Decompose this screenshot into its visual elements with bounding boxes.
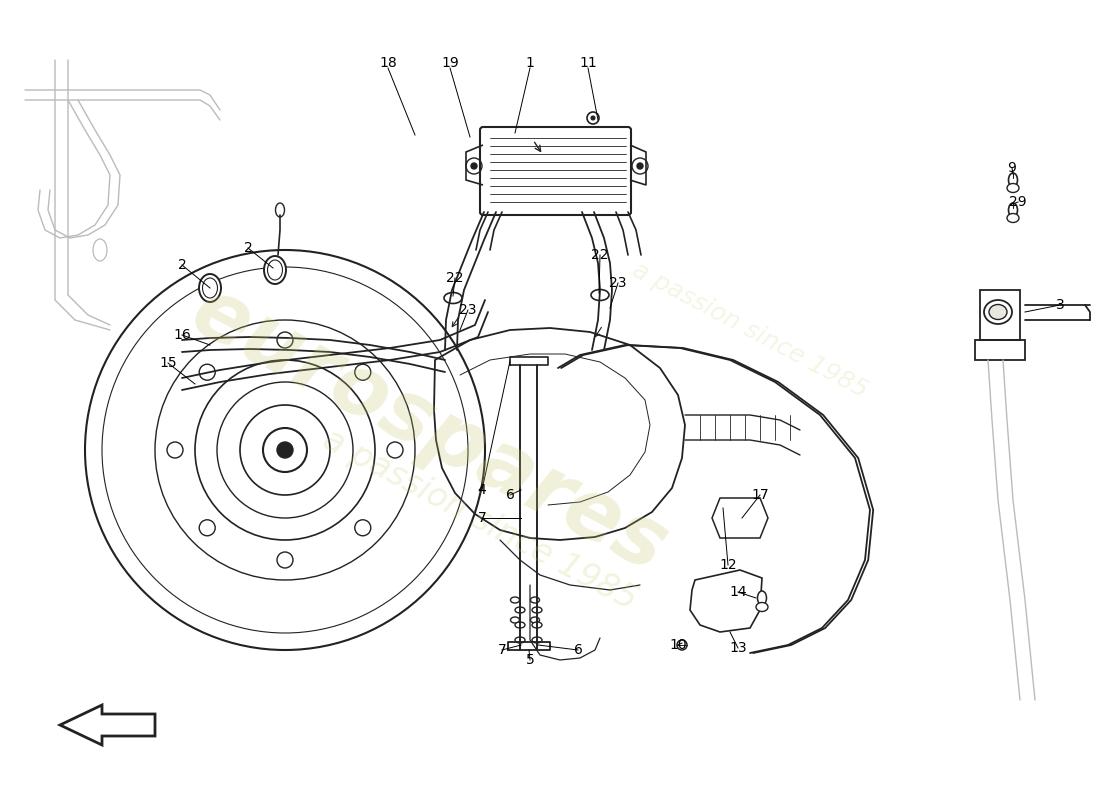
Ellipse shape (984, 300, 1012, 324)
Text: 9: 9 (1008, 161, 1016, 175)
Text: 15: 15 (160, 356, 177, 370)
Text: 18: 18 (379, 56, 397, 70)
Text: 2: 2 (243, 241, 252, 255)
Text: 22: 22 (447, 271, 464, 285)
Text: 19: 19 (441, 56, 459, 70)
Text: 10: 10 (669, 638, 686, 652)
Ellipse shape (1006, 214, 1019, 222)
Ellipse shape (275, 203, 285, 217)
Ellipse shape (532, 637, 542, 643)
Text: 23: 23 (460, 303, 476, 317)
Text: 7: 7 (477, 511, 486, 525)
Ellipse shape (532, 607, 542, 613)
Text: 23: 23 (609, 276, 627, 290)
Circle shape (587, 112, 600, 124)
Ellipse shape (532, 622, 542, 628)
Text: 12: 12 (719, 558, 737, 572)
Text: 11: 11 (579, 56, 597, 70)
Text: 7: 7 (497, 643, 506, 657)
Text: eurospares: eurospares (178, 270, 682, 590)
Ellipse shape (515, 622, 525, 628)
Ellipse shape (515, 607, 525, 613)
Ellipse shape (94, 239, 107, 261)
Text: 16: 16 (173, 328, 191, 342)
Text: 6: 6 (573, 643, 582, 657)
Text: 3: 3 (1056, 298, 1065, 312)
Text: a passion since 1985: a passion since 1985 (628, 258, 872, 402)
Ellipse shape (510, 617, 519, 623)
Ellipse shape (1006, 183, 1019, 193)
Ellipse shape (989, 305, 1006, 319)
Text: 22: 22 (592, 248, 608, 262)
Circle shape (637, 163, 644, 169)
Circle shape (277, 442, 293, 458)
Circle shape (591, 116, 595, 120)
Ellipse shape (591, 290, 609, 301)
Text: 1: 1 (526, 56, 535, 70)
Ellipse shape (510, 597, 519, 603)
Ellipse shape (756, 602, 768, 611)
Text: 13: 13 (729, 641, 747, 655)
Ellipse shape (199, 274, 221, 302)
Ellipse shape (444, 293, 462, 303)
Text: a passion since 1985: a passion since 1985 (317, 423, 642, 617)
Ellipse shape (1009, 203, 1018, 217)
Ellipse shape (758, 591, 767, 605)
Text: 5: 5 (526, 653, 535, 667)
Ellipse shape (1009, 173, 1018, 187)
Ellipse shape (530, 617, 539, 623)
Text: 14: 14 (729, 585, 747, 599)
Ellipse shape (515, 637, 525, 643)
Ellipse shape (676, 640, 688, 650)
Ellipse shape (530, 597, 539, 603)
Text: 2: 2 (177, 258, 186, 272)
Circle shape (471, 163, 477, 169)
Text: 4: 4 (477, 483, 486, 497)
Ellipse shape (264, 256, 286, 284)
Text: 6: 6 (506, 488, 515, 502)
Text: 17: 17 (751, 488, 769, 502)
Text: 29: 29 (1009, 195, 1026, 209)
